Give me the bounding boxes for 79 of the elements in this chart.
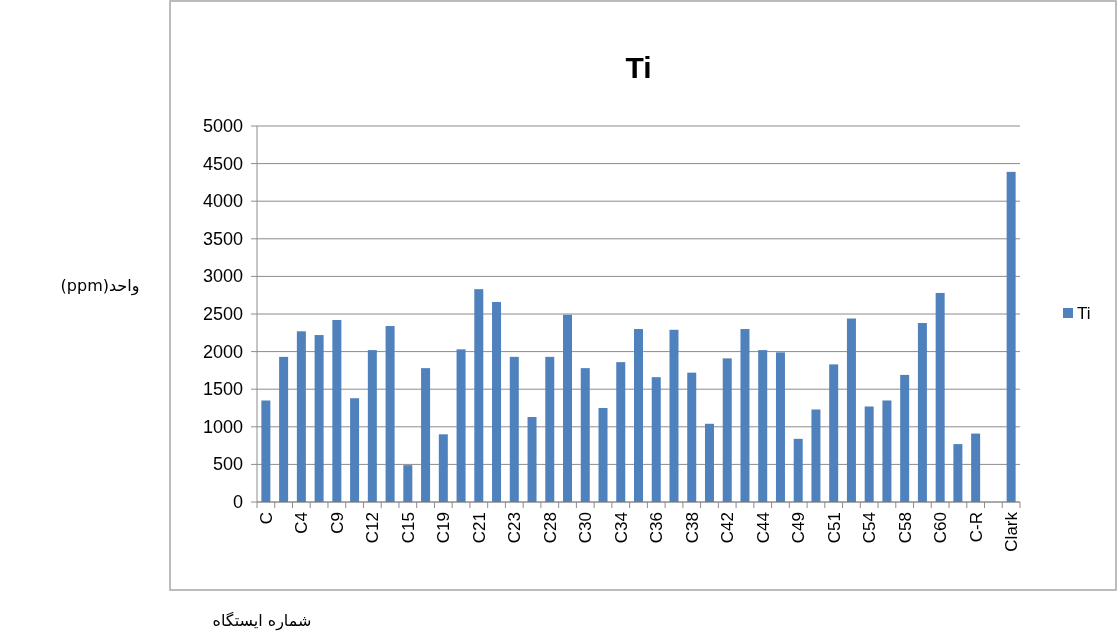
y-tick-label: 1000: [202, 416, 243, 437]
bar: [332, 320, 342, 502]
bar: [403, 465, 413, 502]
bar: [545, 356, 555, 502]
x-tick-label: C38: [682, 512, 702, 544]
x-tick-label: C54: [860, 512, 880, 544]
bar: [527, 417, 537, 502]
x-tick-label: C: [256, 512, 276, 525]
y-tick-label: 2000: [202, 341, 243, 362]
bar: [367, 350, 377, 502]
x-tick-label: C23: [505, 512, 525, 544]
x-tick-label: C12: [363, 512, 383, 544]
bar: [917, 323, 927, 502]
bar: [350, 398, 360, 502]
bar: [474, 289, 484, 502]
y-tick-label: 0: [232, 492, 243, 512]
x-tick-label: C21: [469, 512, 489, 544]
bar: [953, 444, 963, 502]
y-tick-label: 4500: [202, 153, 243, 174]
bar: [598, 408, 608, 502]
x-axis-title: شماره ایستگاه: [212, 611, 312, 631]
bar: [314, 335, 324, 502]
y-tick-label: 4000: [202, 191, 243, 212]
bar: [971, 433, 981, 502]
bar: [722, 358, 732, 502]
bar: [492, 301, 502, 502]
bar: [616, 362, 626, 502]
x-tick-label: C9: [327, 512, 347, 534]
bar: [829, 364, 839, 502]
bar: [864, 406, 874, 502]
bar: [1006, 171, 1016, 502]
bar: [279, 356, 289, 502]
x-tick-label: C51: [824, 512, 844, 544]
y-tick-label: 500: [212, 454, 243, 475]
bar: [669, 329, 679, 502]
bar: [900, 374, 910, 502]
bar: [261, 400, 271, 502]
x-tick-label: C58: [895, 512, 915, 544]
y-tick-label: 5000: [202, 116, 243, 136]
bar: [740, 329, 750, 502]
x-tick-label: C4: [292, 512, 312, 534]
bar: [775, 352, 785, 502]
y-tick-label: 3500: [202, 228, 243, 249]
y-axis-title: واحد(ppm): [60, 276, 140, 296]
bar: [882, 400, 892, 502]
bar: [634, 329, 643, 502]
bar: [758, 350, 768, 502]
bar: [296, 331, 306, 502]
bar: [438, 434, 448, 502]
bar: [793, 438, 803, 502]
x-tick-label: C34: [611, 512, 631, 544]
bar: [509, 356, 519, 502]
bar: [651, 377, 661, 502]
bar: [563, 314, 573, 502]
x-tick-label: C60: [931, 512, 951, 544]
x-tick-label: Clark: [1002, 511, 1022, 552]
y-tick-label: 1500: [202, 379, 243, 400]
x-tick-label: C44: [753, 512, 773, 544]
bar: [935, 292, 945, 502]
x-tick-label: C15: [398, 512, 418, 544]
bar: [811, 409, 821, 502]
y-tick-label: 2500: [202, 304, 243, 324]
x-tick-label: C28: [540, 512, 560, 544]
y-tick-label: 3000: [202, 266, 243, 287]
bar: [421, 368, 431, 502]
x-tick-label: C49: [789, 512, 809, 544]
bar: [580, 368, 590, 502]
bar: [456, 349, 466, 502]
bar: [385, 326, 395, 502]
bar: [704, 423, 714, 502]
bar: [846, 318, 856, 502]
x-tick-label: C36: [647, 512, 667, 544]
chart-title: Ti: [625, 51, 652, 84]
x-tick-label: C30: [576, 512, 596, 544]
x-tick-label: C-R: [966, 512, 986, 543]
x-tick-label: C42: [718, 512, 738, 544]
x-tick-label: C19: [434, 512, 454, 544]
bar: [687, 372, 697, 502]
legend-label: Ti: [1077, 304, 1091, 323]
